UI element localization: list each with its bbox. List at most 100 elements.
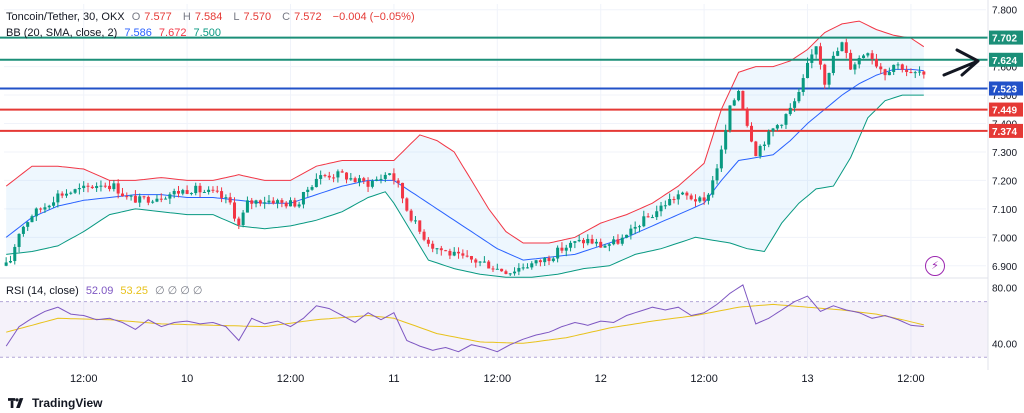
candle[interactable] <box>224 194 228 204</box>
candle[interactable] <box>543 257 547 267</box>
candle[interactable] <box>646 213 650 218</box>
candle[interactable] <box>521 263 525 271</box>
candle[interactable] <box>581 238 585 249</box>
candle[interactable] <box>551 256 555 263</box>
candle[interactable] <box>21 225 25 237</box>
candle[interactable] <box>47 204 51 210</box>
candle[interactable] <box>327 171 331 180</box>
candle[interactable] <box>569 240 573 252</box>
candle[interactable] <box>108 180 112 192</box>
candle[interactable] <box>724 124 728 154</box>
candle[interactable] <box>116 179 120 199</box>
candle[interactable] <box>534 259 538 266</box>
candle[interactable] <box>164 196 168 200</box>
candle[interactable] <box>418 220 422 235</box>
candle[interactable] <box>642 210 646 228</box>
candle[interactable] <box>452 247 456 257</box>
candle[interactable] <box>650 214 654 219</box>
candle[interactable] <box>508 273 512 277</box>
candle[interactable] <box>762 141 766 151</box>
candle[interactable] <box>870 50 874 65</box>
candle[interactable] <box>176 185 180 198</box>
candle[interactable] <box>56 190 60 208</box>
candle[interactable] <box>655 205 659 221</box>
candle[interactable] <box>831 51 835 76</box>
candle[interactable] <box>250 197 254 210</box>
candle[interactable] <box>706 193 710 205</box>
candle[interactable] <box>465 250 469 258</box>
candle[interactable] <box>237 216 241 230</box>
candle[interactable] <box>103 182 107 189</box>
candle[interactable] <box>336 169 340 183</box>
candle[interactable] <box>594 238 598 247</box>
candle[interactable] <box>806 57 810 79</box>
candle[interactable] <box>659 201 663 217</box>
candle[interactable] <box>547 255 551 266</box>
candle[interactable] <box>388 173 392 176</box>
candle[interactable] <box>495 263 499 270</box>
candle[interactable] <box>530 261 534 270</box>
candle[interactable] <box>853 62 857 75</box>
candle[interactable] <box>413 216 417 224</box>
lightning-icon[interactable]: ⚡ <box>925 256 945 276</box>
candle[interactable] <box>883 68 887 81</box>
candle[interactable] <box>125 192 129 200</box>
candle[interactable] <box>767 129 771 148</box>
candle[interactable] <box>857 55 861 69</box>
candle[interactable] <box>711 175 715 198</box>
candle[interactable] <box>698 195 702 203</box>
candle[interactable] <box>129 194 133 201</box>
candle[interactable] <box>375 176 379 182</box>
candle[interactable] <box>276 198 280 209</box>
candle[interactable] <box>487 260 491 269</box>
candle[interactable] <box>82 181 86 193</box>
candle[interactable] <box>862 54 866 59</box>
candle[interactable] <box>913 70 917 79</box>
candle[interactable] <box>13 244 17 265</box>
bb-legend[interactable]: BB (20, SMA, close, 2) 7.586 7.672 7.500 <box>6 27 225 39</box>
candle[interactable] <box>922 70 926 79</box>
candle[interactable] <box>728 105 732 133</box>
candle[interactable] <box>879 63 883 74</box>
candle[interactable] <box>482 256 486 263</box>
candle[interactable] <box>383 172 387 183</box>
candle[interactable] <box>754 140 758 157</box>
candle[interactable] <box>693 194 698 207</box>
rsi-legend[interactable]: RSI (14, close) 52.09 53.25 ∅ ∅ ∅ ∅ <box>6 284 207 297</box>
candle[interactable] <box>564 244 568 257</box>
candle[interactable] <box>685 191 689 200</box>
candle[interactable] <box>517 263 521 276</box>
candle[interactable] <box>775 123 779 131</box>
candle[interactable] <box>840 41 844 52</box>
candle[interactable] <box>426 237 430 247</box>
candle[interactable] <box>818 42 822 70</box>
candle[interactable] <box>69 191 73 195</box>
candle[interactable] <box>34 207 38 221</box>
candle[interactable] <box>168 192 172 205</box>
candle[interactable] <box>637 224 641 233</box>
candle[interactable] <box>362 176 366 185</box>
candle[interactable] <box>409 208 413 223</box>
candle[interactable] <box>909 68 913 74</box>
candle[interactable] <box>353 176 357 183</box>
candle[interactable] <box>491 265 495 272</box>
candle[interactable] <box>590 234 594 245</box>
candle[interactable] <box>396 178 400 188</box>
candle[interactable] <box>556 245 560 263</box>
candle[interactable] <box>918 66 922 76</box>
candle[interactable] <box>241 209 245 228</box>
candle[interactable] <box>844 38 848 59</box>
candle[interactable] <box>392 168 396 185</box>
candle[interactable] <box>4 257 8 267</box>
candle[interactable] <box>95 182 99 192</box>
candle[interactable] <box>220 187 224 203</box>
candle[interactable] <box>737 89 741 102</box>
candle[interactable] <box>758 144 762 159</box>
candle[interactable] <box>60 191 64 199</box>
candle[interactable] <box>905 65 909 77</box>
candle[interactable] <box>73 188 77 194</box>
candle[interactable] <box>448 248 452 260</box>
candle[interactable] <box>284 201 288 209</box>
candle[interactable] <box>732 98 736 107</box>
